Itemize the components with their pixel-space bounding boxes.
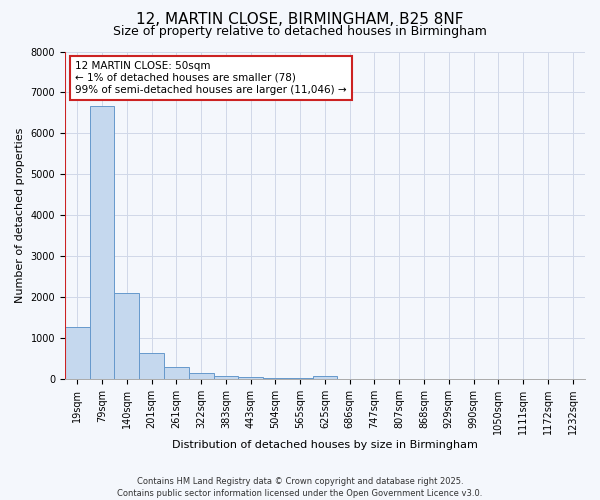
Bar [189,374,214,379]
Text: Size of property relative to detached houses in Birmingham: Size of property relative to detached ho… [113,25,487,38]
Bar [139,353,164,379]
X-axis label: Distribution of detached houses by size in Birmingham: Distribution of detached houses by size … [172,440,478,450]
Bar [263,378,288,379]
Bar [214,376,238,379]
Bar [115,293,139,379]
Text: 12, MARTIN CLOSE, BIRMINGHAM, B25 8NF: 12, MARTIN CLOSE, BIRMINGHAM, B25 8NF [136,12,464,28]
Text: 12 MARTIN CLOSE: 50sqm
← 1% of detached houses are smaller (78)
99% of semi-deta: 12 MARTIN CLOSE: 50sqm ← 1% of detached … [76,62,347,94]
Bar [238,378,263,379]
Text: Contains HM Land Registry data © Crown copyright and database right 2025.
Contai: Contains HM Land Registry data © Crown c… [118,476,482,498]
Bar [313,376,337,379]
Bar [288,378,313,379]
Bar [65,327,89,379]
Y-axis label: Number of detached properties: Number of detached properties [15,128,25,303]
Bar [89,106,115,379]
Bar [164,366,189,379]
